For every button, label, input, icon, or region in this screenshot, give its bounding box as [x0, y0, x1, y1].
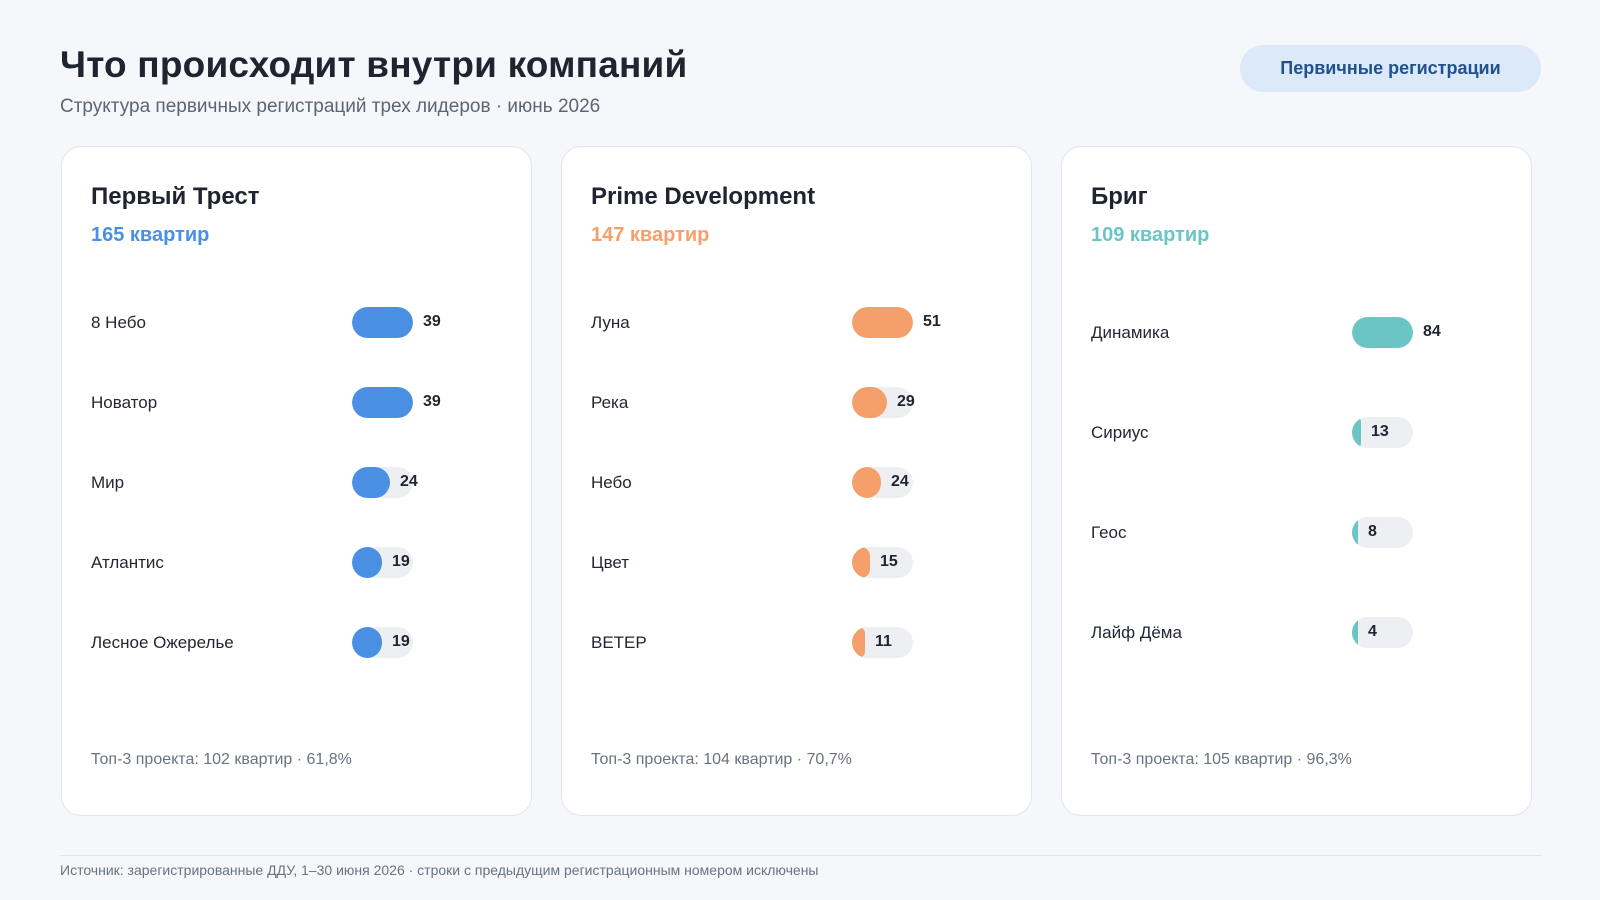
page-title: Что происходит внутри компаний — [60, 44, 688, 85]
bar-label: Цвет — [591, 553, 630, 572]
bar-track — [1352, 517, 1413, 548]
bar-row: 8 Небо 39 — [62, 307, 531, 339]
bar — [1352, 617, 1358, 648]
card-footer: Топ-3 проекта: 105 квартир · 96,3% — [1091, 751, 1352, 768]
bar — [352, 387, 413, 418]
bar-track — [1352, 317, 1413, 348]
bar-value: 15 — [880, 553, 898, 570]
bar-row: Геос 8 — [1062, 517, 1531, 549]
bar — [852, 387, 887, 418]
bar-label: Новатор — [91, 393, 158, 412]
bar-label: Лайф Дёма — [1091, 623, 1182, 642]
bar-track — [352, 307, 413, 338]
bar-label: Динамика — [1091, 323, 1170, 342]
bar-value: 29 — [897, 393, 915, 410]
bar-label: ВЕТЕР — [591, 633, 647, 652]
bar — [352, 467, 390, 498]
bar — [852, 547, 870, 578]
bar-track — [852, 627, 913, 658]
bar-value: 8 — [1368, 523, 1377, 540]
bar-value: 19 — [392, 633, 410, 650]
source-note: Источник: зарегистрированные ДДУ, 1–30 и… — [60, 862, 819, 878]
bar-row: Мир 24 — [62, 467, 531, 499]
company-name: Первый Трест — [91, 183, 260, 210]
bar-label: 8 Небо — [91, 313, 146, 332]
company-total: 165 квартир — [91, 224, 210, 246]
bar-label: Мир — [91, 473, 125, 492]
bar — [352, 627, 382, 658]
bar-track — [852, 307, 913, 338]
bar-track — [852, 547, 913, 578]
company-total: 109 квартир — [1091, 224, 1210, 246]
bar — [852, 467, 881, 498]
bar — [352, 547, 382, 578]
bar-row: Цвет 15 — [562, 547, 1031, 579]
registrations-badge[interactable]: Первичные регистрации — [1240, 45, 1541, 92]
bar — [1352, 517, 1358, 548]
bar-value: 11 — [875, 633, 892, 650]
bar-track — [852, 387, 913, 418]
bar-value: 39 — [423, 393, 441, 410]
footer-divider — [60, 855, 1541, 856]
company-card: Первый Трест 165 квартир 8 Небо 39 Новатор 39… — [61, 146, 532, 816]
company-total: 147 квартир — [591, 224, 710, 246]
bar-track — [352, 387, 413, 418]
bar-track — [1352, 417, 1413, 448]
bar-value: 13 — [1371, 423, 1389, 440]
company-name: Prime Development — [591, 183, 816, 210]
bar-value: 39 — [423, 313, 441, 330]
bar-row: Река 29 — [562, 387, 1031, 419]
bar — [1352, 417, 1361, 448]
bar — [352, 307, 413, 338]
company-card: Бриг 109 квартир Динамика 84 Сириус 13 Геос 8 Ла… — [1061, 146, 1532, 816]
bar-row: Лесное Ожерелье 19 — [62, 627, 531, 659]
bar-value: 51 — [923, 313, 941, 330]
bar-value: 4 — [1368, 623, 1377, 640]
company-card: Prime Development 147 квартир Луна 51 Река 29… — [561, 146, 1032, 816]
bar-row: ВЕТЕР 11 — [562, 627, 1031, 659]
bar-row: Лайф Дёма 4 — [1062, 617, 1531, 649]
bar-track — [352, 467, 413, 498]
bar-track — [352, 547, 413, 578]
bar-label: Луна — [591, 313, 630, 332]
page-subtitle: Структура первичных регистраций трех лид… — [60, 96, 601, 117]
bar-row: Новатор 39 — [62, 387, 531, 419]
bar-label: Геос — [1091, 523, 1127, 542]
bar-row: Луна 51 — [562, 307, 1031, 339]
card-footer: Топ-3 проекта: 104 квартир · 70,7% — [591, 751, 852, 768]
bar-label: Река — [591, 393, 629, 412]
bar-track — [352, 627, 413, 658]
bar-label: Атлантис — [91, 553, 164, 572]
card-footer: Топ-3 проекта: 102 квартир · 61,8% — [91, 751, 352, 768]
bar-label: Лесное Ожерелье — [91, 633, 234, 652]
bar-row: Небо 24 — [562, 467, 1031, 499]
bar-track — [1352, 617, 1413, 648]
bar — [852, 627, 865, 658]
bar — [852, 307, 913, 338]
bar-track — [852, 467, 913, 498]
bar-value: 84 — [1423, 323, 1441, 340]
bar-label: Сириус — [1091, 423, 1149, 442]
bar-row: Сириус 13 — [1062, 417, 1531, 449]
bar-value: 24 — [400, 473, 418, 490]
bar-label: Небо — [591, 473, 632, 492]
bar-value: 19 — [392, 553, 410, 570]
bar-row: Динамика 84 — [1062, 317, 1531, 349]
bar-value: 24 — [891, 473, 909, 490]
bar-row: Атлантис 19 — [62, 547, 531, 579]
bar — [1352, 317, 1413, 348]
company-name: Бриг — [1091, 183, 1148, 210]
